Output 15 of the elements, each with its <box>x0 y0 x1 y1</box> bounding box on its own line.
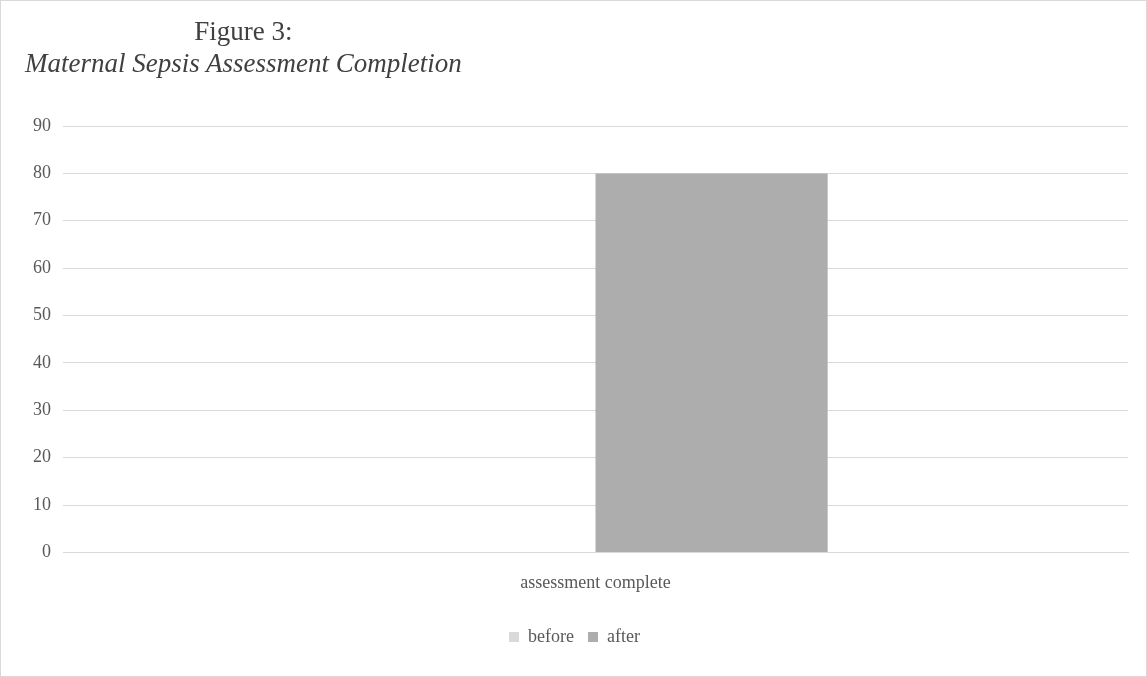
y-tick-label: 0 <box>42 541 51 562</box>
chart-subtitle: Maternal Sepsis Assessment Completion <box>25 47 462 79</box>
y-tick-label: 80 <box>33 162 51 183</box>
y-tick-label: 10 <box>33 493 51 514</box>
y-tick-label: 20 <box>33 446 51 467</box>
legend-label: before <box>528 625 575 646</box>
y-tick-label: 30 <box>33 399 51 419</box>
y-tick-label: 70 <box>33 209 51 230</box>
legend-label: after <box>607 625 640 646</box>
y-tick-label: 90 <box>33 114 51 135</box>
chart-title: Figure 3: <box>193 15 294 47</box>
y-tick-label: 50 <box>33 304 51 325</box>
x-tick-label: assessment complete <box>520 571 671 592</box>
y-tick-label: 40 <box>33 351 51 372</box>
y-tick-label: 60 <box>33 256 51 277</box>
